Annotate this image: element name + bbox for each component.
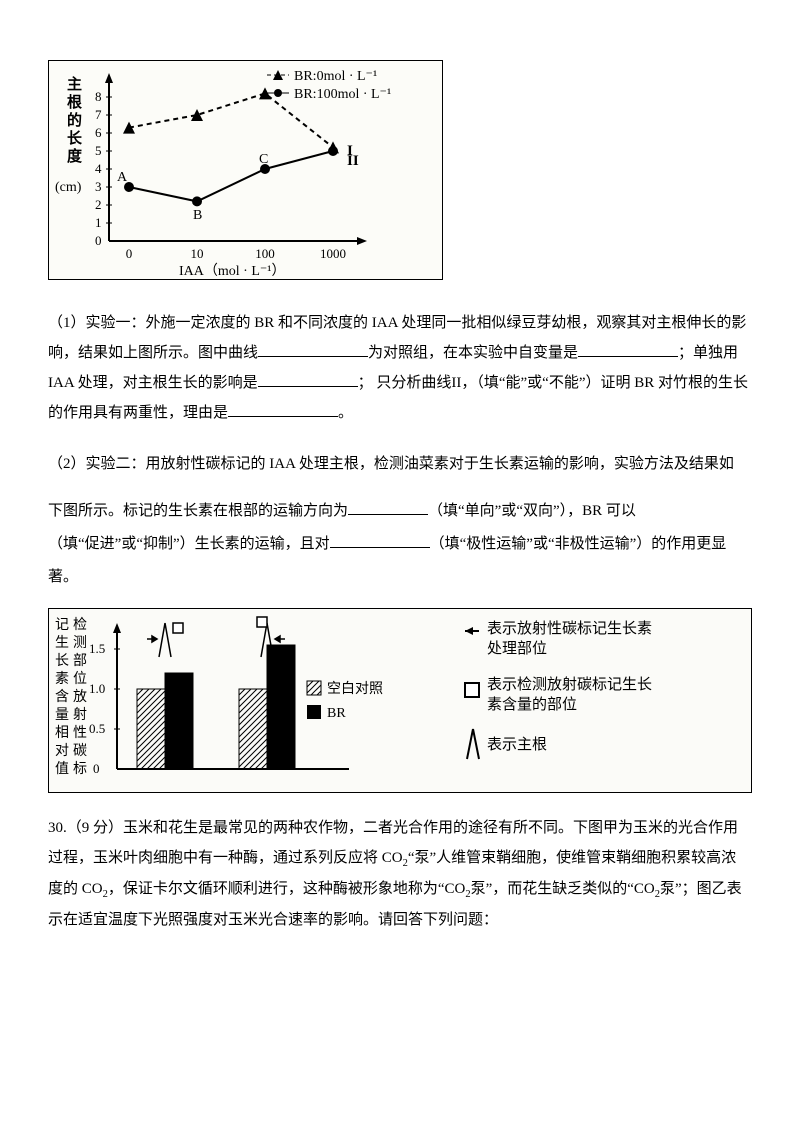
c2-yt3: 1.5 xyxy=(89,641,105,656)
svg-text:射: 射 xyxy=(73,707,87,723)
q1-seg6: 。 xyxy=(338,405,353,421)
chart1-series2-line xyxy=(129,151,333,201)
q1-seg4: ； 只分析曲线II， xyxy=(358,375,477,391)
svg-text:素含量的部位: 素含量的部位 xyxy=(487,696,577,713)
chart1-yunit: (cm) xyxy=(55,180,82,195)
q2-line2b: （填“单向”或“双向”），BR 可以 xyxy=(428,503,636,519)
ytick-8: 8 xyxy=(95,89,102,104)
c2-yt2: 1.0 xyxy=(89,681,105,696)
svg-text:生: 生 xyxy=(55,635,69,651)
xtick-1: 10 xyxy=(191,246,204,261)
svg-text:含: 含 xyxy=(55,689,69,705)
svg-text:位: 位 xyxy=(73,671,87,687)
chart1-series2-markers xyxy=(124,146,338,206)
blank-1c[interactable] xyxy=(258,372,358,387)
svg-text:部: 部 xyxy=(73,653,87,669)
blank-2b[interactable] xyxy=(330,533,430,548)
ytick-5: 5 xyxy=(95,143,102,158)
q1-seg2: 为对照组，在本实验中自变量是 xyxy=(368,345,578,361)
svg-text:标: 标 xyxy=(73,761,87,777)
blank-2a[interactable] xyxy=(348,500,428,515)
q30-t3: ，保证卡尔文循环顺利进行，这种酶被形象地称为“CO xyxy=(108,881,466,897)
xtick-3: 1000 xyxy=(320,246,346,261)
svg-text:性: 性 xyxy=(73,725,87,741)
svg-text:长: 长 xyxy=(55,653,69,669)
square-icon xyxy=(465,683,479,697)
chart2-ylabel-col1: 记生长 素含量 相对值 xyxy=(55,617,69,777)
chart1-yaxis-arrow xyxy=(105,73,113,83)
q2-line2a: 下图所示。标记的生长素在根部的运输方向为 xyxy=(48,503,348,519)
chart1-xticks: 0 10 100 1000 xyxy=(126,246,346,261)
chart1-legend1: BR:0mol · L⁻¹ xyxy=(294,69,377,84)
chart1-ylabel-2: 根 xyxy=(67,93,82,111)
root-icon xyxy=(467,729,479,759)
chart2-yaxis-arrow xyxy=(113,623,121,633)
chart2-yticks: 0 0.5 1.0 1.5 xyxy=(89,641,120,776)
ytick-6: 6 xyxy=(95,125,102,140)
svg-text:对: 对 xyxy=(55,743,69,759)
c2-yt0: 0 xyxy=(93,761,100,776)
chart2-legend1: 空白对照 xyxy=(327,681,383,697)
chart1-xlabel: IAA（mol · L⁻¹） xyxy=(179,263,285,279)
blank-1b[interactable] xyxy=(578,342,678,357)
chart1-pointB: B xyxy=(193,208,202,223)
ytick-7: 7 xyxy=(95,107,102,122)
svg-text:素: 素 xyxy=(55,671,69,687)
svg-text:表示检测放射碳标记生长: 表示检测放射碳标记生长 xyxy=(487,676,652,693)
chart2-legend2-icon xyxy=(307,705,321,719)
chart2-bar-g2a xyxy=(239,689,267,769)
chart2-bar-g2b xyxy=(267,645,295,769)
svg-text:量: 量 xyxy=(55,707,69,723)
chart1-svg: 主 根 的 长 度 (cm) 0 1 2 3 4 5 6 7 8 0 10 10… xyxy=(49,61,444,281)
chart2-svg: 记生长 素含量 相对值 检测部 位放射 性碳标 0 0.5 1.0 1.5 xyxy=(49,609,753,794)
chart2-bar-g1a xyxy=(137,689,165,769)
question-2-body: 下图所示。标记的生长素在根部的运输方向为 （填“单向”或“双向”），BR 可以 （… xyxy=(48,495,752,594)
svg-text:处理部位: 处理部位 xyxy=(487,640,547,657)
q2-line3a: （填“促进”或“抑制”）生长素的运输，且对 xyxy=(48,536,330,552)
svg-text:相: 相 xyxy=(55,725,69,741)
chart2-container: 记生长 素含量 相对值 检测部 位放射 性碳标 0 0.5 1.0 1.5 xyxy=(48,608,752,793)
question-2-intro: （2）实验二：用放射性碳标记的 IAA 处理主根，检测油菜素对于生长素运输的影响… xyxy=(48,448,752,481)
ytick-4: 4 xyxy=(95,161,102,176)
q2-intro: （2）实验二：用放射性碳标记的 IAA 处理主根，检测油菜素对于生长素运输的影响… xyxy=(48,456,734,472)
xtick-2: 100 xyxy=(255,246,275,261)
q30-t4: 泵”，而花生缺乏类似的“CO xyxy=(471,881,655,897)
chart1-pointA: A xyxy=(117,170,128,185)
svg-text:记: 记 xyxy=(55,617,69,633)
ytick-3: 3 xyxy=(95,179,102,194)
svg-text:碳: 碳 xyxy=(73,743,87,759)
chart2-right-legend: 表示放射性碳标记生长素 处理部位 表示检测放射碳标记生长 素含量的部位 表示主根 xyxy=(465,620,652,759)
svg-text:检: 检 xyxy=(73,617,87,633)
chart1-yticks: 0 1 2 3 4 5 6 7 8 xyxy=(95,89,102,248)
svg-text:测: 测 xyxy=(73,635,87,651)
blank-1d[interactable] xyxy=(228,402,338,417)
chart1-legend: BR:0mol · L⁻¹ BR:100mol · L⁻¹ xyxy=(267,69,391,102)
chart1-container: 主 根 的 长 度 (cm) 0 1 2 3 4 5 6 7 8 0 10 10… xyxy=(48,60,443,280)
chart1-ylabel-1: 主 xyxy=(67,75,82,93)
chart1-ylabel-5: 度 xyxy=(67,147,83,165)
chart1-pointC: C xyxy=(259,152,268,167)
chart1-xaxis-arrow xyxy=(357,237,367,245)
chart2-legend1-icon xyxy=(307,681,321,695)
chart1-legend2: BR:100mol · L⁻¹ xyxy=(294,87,391,102)
chart2-bar-g1b xyxy=(165,673,193,769)
chart1-s2label: II xyxy=(347,153,359,169)
ytick-1: 1 xyxy=(95,215,102,230)
svg-text:放: 放 xyxy=(73,689,87,705)
chart2-ylabel-col2: 检测部 位放射 性碳标 xyxy=(73,617,87,777)
question-30: 30.（9 分）玉米和花生是最常见的两种农作物，二者光合作用的途径有所不同。下图… xyxy=(48,813,752,935)
chart2-rl3: 表示主根 xyxy=(487,736,547,753)
ytick-2: 2 xyxy=(95,197,102,212)
chart2-root-glyph-1 xyxy=(147,623,183,657)
chart1-ylabel-3: 的 xyxy=(67,111,82,129)
question-1: （1）实验一：外施一定浓度的 BR 和不同浓度的 IAA 处理同一批相似绿豆芽幼… xyxy=(48,308,752,428)
xtick-0: 0 xyxy=(126,246,133,261)
c2-yt1: 0.5 xyxy=(89,721,105,736)
chart2-legend2: BR xyxy=(327,706,346,721)
ytick-0: 0 xyxy=(95,233,102,248)
blank-1a[interactable] xyxy=(258,342,368,357)
chart1-ylabel-4: 长 xyxy=(67,129,83,147)
svg-text:表示放射性碳标记生长素: 表示放射性碳标记生长素 xyxy=(487,620,652,637)
svg-text:值: 值 xyxy=(55,761,69,777)
